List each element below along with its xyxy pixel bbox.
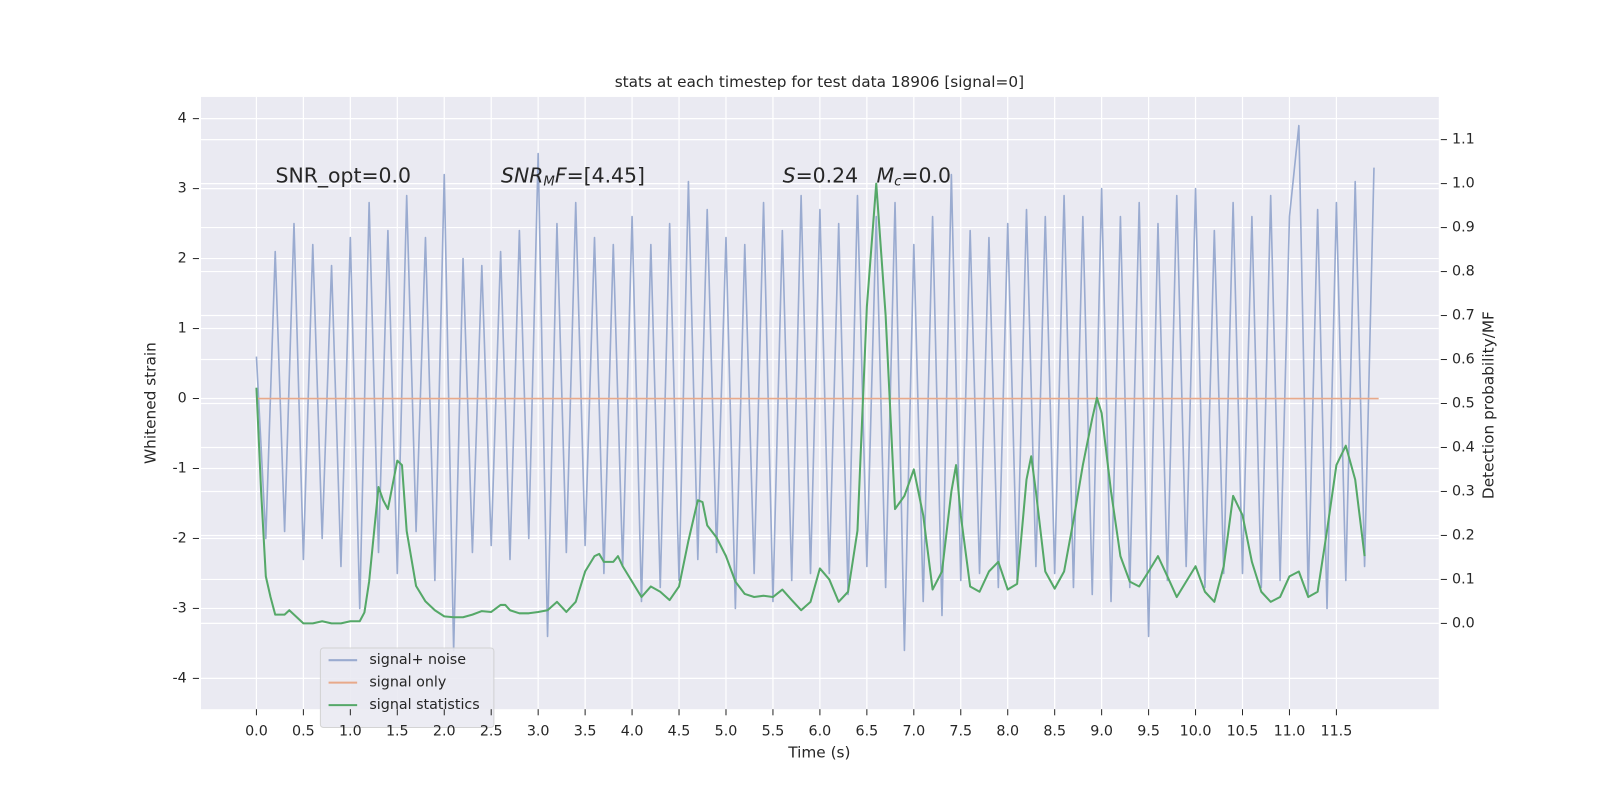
series-line [255,182,1366,625]
legend-label: signal statistics [369,697,479,713]
series-line [255,124,1375,652]
y-tick-label: -3 [173,600,187,616]
y-axis-label: Whitened strain [142,342,160,464]
annotation-part: =[4.45] [567,164,645,188]
x-tick-label: 8.0 [996,724,1019,740]
x-tick-label: 11.0 [1274,724,1306,740]
marks [255,124,1379,652]
x-tick-label: 3.0 [527,724,550,740]
annotation-part: M [543,175,555,190]
y2-tick-label: 0.8 [1452,264,1475,280]
y-tick-label: 4 [178,111,187,127]
y2-tick-label: 0.3 [1452,483,1475,499]
legend-label: signal only [369,675,446,691]
annotation-part: =0.24 [796,164,859,188]
x-tick-label: 4.0 [621,724,644,740]
x-tick-label: 9.5 [1137,724,1160,740]
x-tick-label: 4.5 [668,724,691,740]
x-tick-label: 5.5 [762,724,785,740]
x-tick-label: 5.0 [715,724,738,740]
y-tick-label: 3 [178,181,187,197]
x-tick-label: 2.5 [480,724,503,740]
y-tick-label: -4 [173,670,187,686]
y-tick-label: 1 [178,321,187,337]
y-tick-label: 2 [178,251,187,267]
y-tick-label: -1 [173,460,187,476]
x-tick-label: 8.5 [1043,724,1066,740]
x-tick-label: 9.0 [1090,724,1113,740]
x-tick-label: 10.5 [1227,724,1259,740]
annotation-part: F [555,164,567,188]
x-tick-label: 7.0 [902,724,925,740]
chart-title: stats at each timestep for test data 189… [615,73,1024,91]
annotation-part: c [894,175,902,190]
legend: signal+ noise signal only signal statistic… [319,647,495,729]
y2-tick-label: 0.6 [1452,352,1475,368]
y2-tick-label: 0.9 [1452,220,1475,236]
y2-tick-label: 0.0 [1452,615,1475,631]
y2-tick-label: 0.1 [1452,571,1475,587]
y-tick-label: -2 [173,530,187,546]
annotation-part: =0.0 [901,164,951,188]
x-tick-label: 2.0 [433,724,456,740]
y2-tick-label: 0.4 [1452,439,1475,455]
x-tick-label: 1.5 [386,724,409,740]
annotation-part: SNR [501,164,543,188]
legend-box [319,647,495,729]
annotation-part: S [783,164,796,188]
y2-tick-label: 0.7 [1452,308,1475,324]
annotation: S=0.24 [783,164,858,188]
x-tick-label: 10.0 [1180,724,1212,740]
x-tick-label: 0.5 [292,724,315,740]
x-tick-label: 3.5 [574,724,597,740]
y2-tick-label: 1.1 [1452,132,1475,148]
annotation: SNRMF=[4.45] [501,164,645,190]
annotation-part: SNR_opt=0.0 [276,164,412,189]
x-tick-label: 1.0 [339,724,362,740]
y2-tick-label: 0.2 [1452,527,1475,543]
x-tick-label: 0.0 [245,724,268,740]
x-tick-label: 6.5 [856,724,879,740]
y2-tick-label: 1.0 [1452,176,1475,192]
annotation: SNR_opt=0.0 [276,164,412,189]
x-tick-label: 7.5 [949,724,972,740]
x-axis-label: Time (s) [787,744,850,762]
annotation: Mc=0.0 [877,164,951,190]
annotation-part: M [877,164,895,188]
x-tick-label: 6.0 [809,724,832,740]
y2-axis-label: Detection probability/MF [1479,311,1497,499]
y2-tick-label: 0.5 [1452,396,1475,412]
legend-label: signal+ noise [369,652,466,668]
x-tick-label: 11.5 [1321,724,1353,740]
y-tick-label: 0 [178,391,187,407]
